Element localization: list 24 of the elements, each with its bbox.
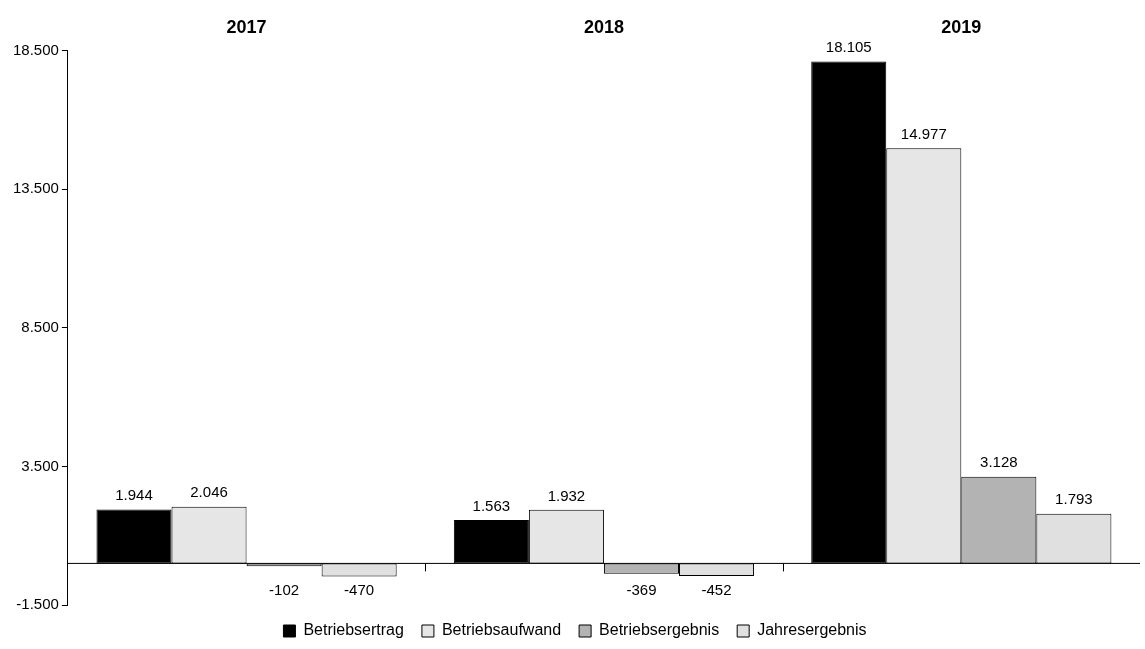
data-label: -470 [344, 581, 375, 599]
data-label: 1.793 [1055, 490, 1093, 508]
legend-label: Betriebsertrag [303, 621, 404, 639]
x-tick-label: 2017 [226, 16, 267, 37]
data-label: 1.932 [547, 486, 586, 504]
data-label: 2.046 [190, 483, 228, 501]
data-label: 1.563 [472, 496, 511, 514]
data-label: 3.128 [980, 453, 1018, 471]
y-tick-label: 8.500 [21, 317, 59, 335]
data-label: 1.944 [115, 486, 153, 504]
data-label: -102 [269, 581, 300, 599]
data-label: -452 [701, 581, 732, 599]
y-tick-label: 13.500 [12, 179, 59, 197]
legend-label: Betriebsergebnis [599, 621, 720, 639]
legend-label: Jahresergebnis [757, 621, 867, 639]
data-label: 18.105 [825, 38, 872, 56]
x-tick-label: 2018 [583, 16, 624, 37]
data-label: 14.977 [900, 124, 947, 142]
data-label: -369 [626, 581, 657, 599]
y-tick-label: 18.500 [12, 40, 59, 58]
x-tick-label: 2019 [941, 16, 982, 37]
legend-label: Betriebsaufwand [441, 621, 562, 639]
y-tick-label: 3.500 [21, 456, 59, 474]
y-tick-label: -1.500 [16, 595, 59, 613]
